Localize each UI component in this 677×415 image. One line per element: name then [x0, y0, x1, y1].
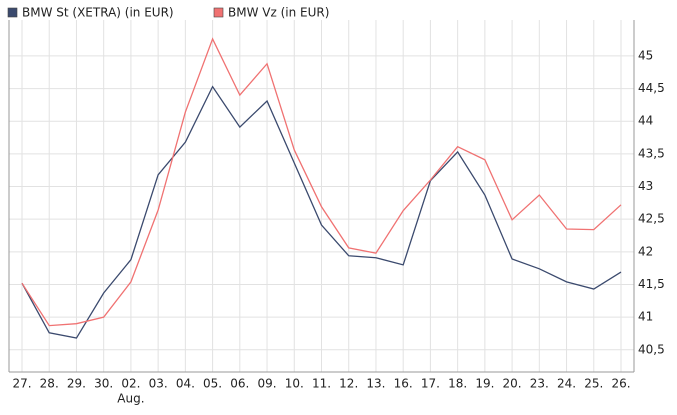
- x-tick-label: 09.: [257, 377, 276, 391]
- x-tick-label: 25.: [584, 377, 603, 391]
- x-tick-label: 12.: [339, 377, 358, 391]
- y-tick-label: 44: [638, 114, 653, 128]
- legend-label: BMW St (XETRA) (in EUR): [22, 6, 174, 20]
- x-tick-label: 13.: [366, 377, 385, 391]
- y-tick-label: 43: [638, 179, 653, 193]
- x-tick-label: 03.: [149, 377, 168, 391]
- x-tick-label: 16.: [394, 377, 413, 391]
- x-tick-label: 06.: [230, 377, 249, 391]
- x-tick-label: 27.: [12, 377, 31, 391]
- x-tick-label: 29.: [67, 377, 86, 391]
- x-tick-label: 26.: [611, 377, 630, 391]
- x-tick-label: 20.: [503, 377, 522, 391]
- x-tick-label: 10.: [285, 377, 304, 391]
- x-tick-label: 28.: [40, 377, 59, 391]
- y-tick-label: 43,5: [638, 146, 665, 160]
- x-tick-label: 02.: [121, 377, 140, 391]
- data-line: [21, 85, 622, 339]
- x-tick-label: 04.: [176, 377, 195, 391]
- y-tick-label: 40,5: [638, 342, 665, 356]
- x-tick-label: 19.: [475, 377, 494, 391]
- x-tick-label: 05.: [203, 377, 222, 391]
- y-tick-label: 42,5: [638, 212, 665, 226]
- y-tick-label: 41: [638, 310, 653, 324]
- y-tick-label: 44,5: [638, 81, 665, 95]
- y-tick-label: 42: [638, 244, 653, 258]
- x-tick-label: 30.: [94, 377, 113, 391]
- x-tick-label: 24.: [557, 377, 576, 391]
- x-tick-label: 23.: [530, 377, 549, 391]
- x-tick-label: 11.: [312, 377, 331, 391]
- x-tick-label: 17.: [421, 377, 440, 391]
- legend-label: BMW Vz (in EUR): [228, 6, 329, 20]
- x-tick-label: 18.: [448, 377, 467, 391]
- legend-swatch: [7, 7, 18, 18]
- data-line: [21, 37, 622, 327]
- month-label: Aug.: [117, 392, 144, 406]
- legend-swatch: [213, 7, 224, 18]
- y-tick-label: 41,5: [638, 277, 665, 291]
- y-tick-label: 45: [638, 48, 653, 62]
